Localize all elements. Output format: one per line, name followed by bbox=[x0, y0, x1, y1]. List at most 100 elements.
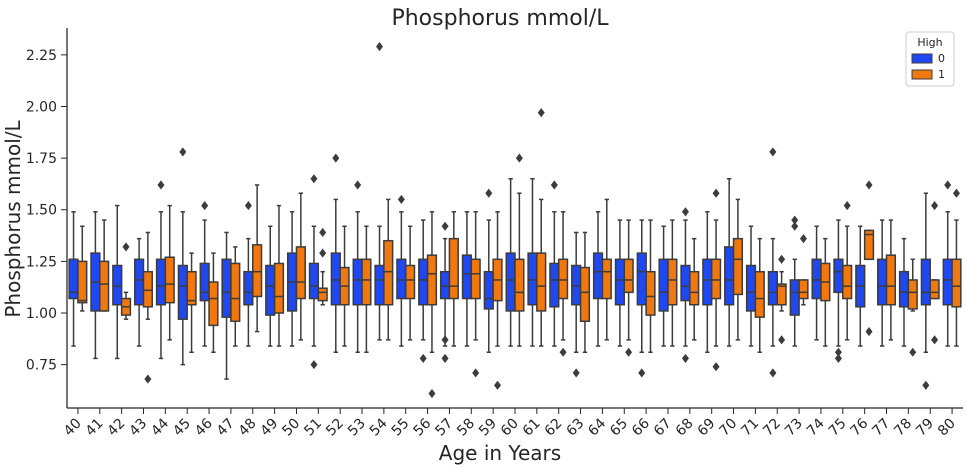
box-0-68 bbox=[680, 264, 691, 302]
box-1-76 bbox=[863, 229, 875, 261]
x-tick-label: 54 bbox=[367, 415, 391, 439]
x-tick-label: 42 bbox=[105, 416, 129, 440]
legend-swatch-1 bbox=[911, 69, 933, 80]
box-0-75 bbox=[833, 258, 844, 294]
outlier-point bbox=[441, 353, 449, 363]
outlier-point bbox=[778, 335, 786, 345]
y-tick-label: 2.00 bbox=[26, 99, 57, 115]
box-1-57 bbox=[448, 237, 459, 300]
box-1-40 bbox=[77, 260, 88, 304]
box-1-61 bbox=[536, 252, 547, 312]
x-tick-label: 56 bbox=[410, 415, 434, 439]
box-1-41 bbox=[99, 260, 110, 312]
box-0-54 bbox=[374, 264, 385, 306]
box-1-46 bbox=[208, 281, 219, 327]
box-1-49 bbox=[273, 262, 285, 314]
box-0-61 bbox=[527, 252, 538, 306]
y-tick-label: 1.75 bbox=[26, 151, 57, 167]
box-0-66 bbox=[636, 252, 647, 306]
x-tick-label: 80 bbox=[935, 416, 959, 440]
y-tick-label: 2.25 bbox=[26, 48, 57, 64]
outlier-point bbox=[681, 353, 689, 363]
box-0-78 bbox=[898, 270, 910, 308]
x-tick-label: 65 bbox=[607, 416, 631, 440]
y-tick-label: 0.75 bbox=[26, 358, 57, 374]
box-0-63 bbox=[571, 264, 582, 306]
box-1-71 bbox=[754, 270, 765, 318]
box-1-58 bbox=[470, 258, 481, 300]
outlier-point bbox=[354, 180, 362, 190]
box-1-69 bbox=[710, 258, 722, 300]
box-0-79 bbox=[920, 258, 931, 306]
box-1-47 bbox=[230, 262, 241, 323]
outlier-point bbox=[494, 380, 502, 390]
box-1-78 bbox=[907, 279, 918, 310]
y-axis: 0.75 1.00 1.25 1.50 1.75 2.00 2.25 bbox=[26, 48, 67, 374]
outlier-point bbox=[397, 194, 405, 204]
outlier-point bbox=[769, 147, 777, 157]
outlier-point bbox=[319, 248, 327, 258]
x-tick-label: 64 bbox=[585, 415, 609, 439]
x-tick-label: 58 bbox=[454, 416, 478, 440]
box-0-77 bbox=[877, 258, 888, 306]
outlier-point bbox=[712, 188, 720, 198]
outlier-point bbox=[791, 215, 799, 225]
x-tick-label: 50 bbox=[279, 416, 303, 440]
outlier-point bbox=[122, 242, 130, 252]
box-0-44 bbox=[155, 258, 167, 306]
x-tick-label: 76 bbox=[848, 415, 872, 439]
x-tick-label: 48 bbox=[236, 416, 260, 440]
x-tick-label: 66 bbox=[629, 415, 653, 439]
box-1-67 bbox=[667, 258, 678, 306]
outlier-point bbox=[550, 180, 558, 190]
outlier-point bbox=[485, 188, 493, 198]
x-tick-label: 41 bbox=[83, 416, 107, 440]
outlier-point bbox=[769, 368, 777, 378]
box-1-50 bbox=[295, 246, 306, 300]
x-tick-label: 60 bbox=[498, 416, 522, 440]
outlier-point bbox=[944, 180, 952, 190]
outlier-point bbox=[799, 234, 807, 244]
box-0-51 bbox=[308, 262, 320, 300]
box-0-49 bbox=[265, 264, 276, 316]
outlier-point bbox=[952, 188, 960, 198]
box-0-58 bbox=[461, 254, 473, 300]
outlier-point bbox=[922, 380, 930, 390]
x-tick-label: 67 bbox=[651, 416, 675, 440]
box-1-73 bbox=[798, 279, 809, 300]
outlier-point bbox=[865, 327, 873, 337]
box-0-65 bbox=[614, 258, 626, 306]
x-tick-label: 51 bbox=[301, 416, 325, 440]
x-tick-label: 45 bbox=[170, 416, 194, 440]
x-tick-label: 44 bbox=[148, 415, 172, 439]
x-tick-label: 74 bbox=[804, 415, 828, 439]
outlier-point bbox=[712, 362, 720, 372]
box-0-73 bbox=[789, 279, 800, 316]
box-1-44 bbox=[164, 256, 175, 304]
box-0-48 bbox=[243, 270, 254, 306]
box-0-57 bbox=[439, 270, 451, 300]
box-0-71 bbox=[745, 264, 757, 312]
box-0-80 bbox=[942, 258, 953, 306]
box-1-80 bbox=[951, 258, 962, 308]
x-tick-label: 69 bbox=[695, 416, 719, 440]
y-tick-label: 1.50 bbox=[26, 203, 57, 219]
box-0-45 bbox=[177, 264, 188, 320]
x-tick-label: 73 bbox=[782, 416, 806, 440]
box-1-77 bbox=[885, 254, 897, 306]
outlier-point bbox=[244, 201, 252, 211]
legend-label-0: 0 bbox=[938, 52, 945, 65]
box-1-75 bbox=[842, 264, 853, 300]
y-tick-label: 1.25 bbox=[26, 254, 57, 270]
box-0-59 bbox=[483, 270, 494, 310]
box-0-62 bbox=[549, 262, 560, 308]
outlier-point bbox=[931, 201, 939, 211]
x-tick-label: 70 bbox=[716, 416, 740, 440]
outlier-point bbox=[441, 335, 449, 345]
box-0-69 bbox=[702, 258, 713, 306]
legend: High 0 1 bbox=[905, 31, 955, 87]
box-1-64 bbox=[601, 258, 612, 300]
x-tick-label: 46 bbox=[192, 415, 216, 439]
box-1-72 bbox=[776, 283, 787, 306]
